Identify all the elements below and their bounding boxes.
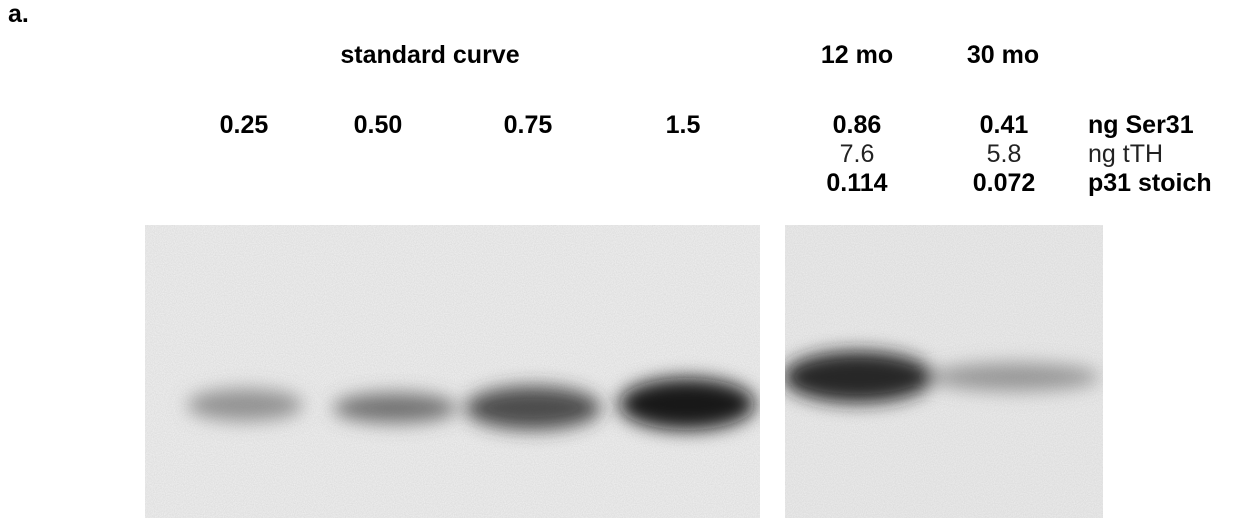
lane-value: 1.5	[666, 111, 701, 139]
lane-value: 0.114	[826, 169, 887, 197]
group-label: standard curve	[340, 41, 519, 69]
row-label: ng Ser31	[1088, 111, 1194, 139]
lane-value: 0.75	[504, 111, 553, 139]
group-label: 30 mo	[967, 41, 1039, 69]
blot-panel	[145, 225, 760, 518]
panel-label: a.	[8, 0, 29, 28]
row-label: ng tTH	[1088, 140, 1163, 168]
row-label: p31 stoich	[1088, 169, 1212, 197]
lane-value: 0.50	[354, 111, 403, 139]
lane-value: 0.25	[220, 111, 269, 139]
lane-value: 7.6	[840, 140, 875, 168]
lane-value: 5.8	[987, 140, 1022, 168]
group-label: 12 mo	[821, 41, 893, 69]
lane-value: 0.072	[973, 169, 1036, 197]
blot-panel	[785, 225, 1103, 518]
lane-value: 0.41	[980, 111, 1029, 139]
lane-value: 0.86	[833, 111, 882, 139]
